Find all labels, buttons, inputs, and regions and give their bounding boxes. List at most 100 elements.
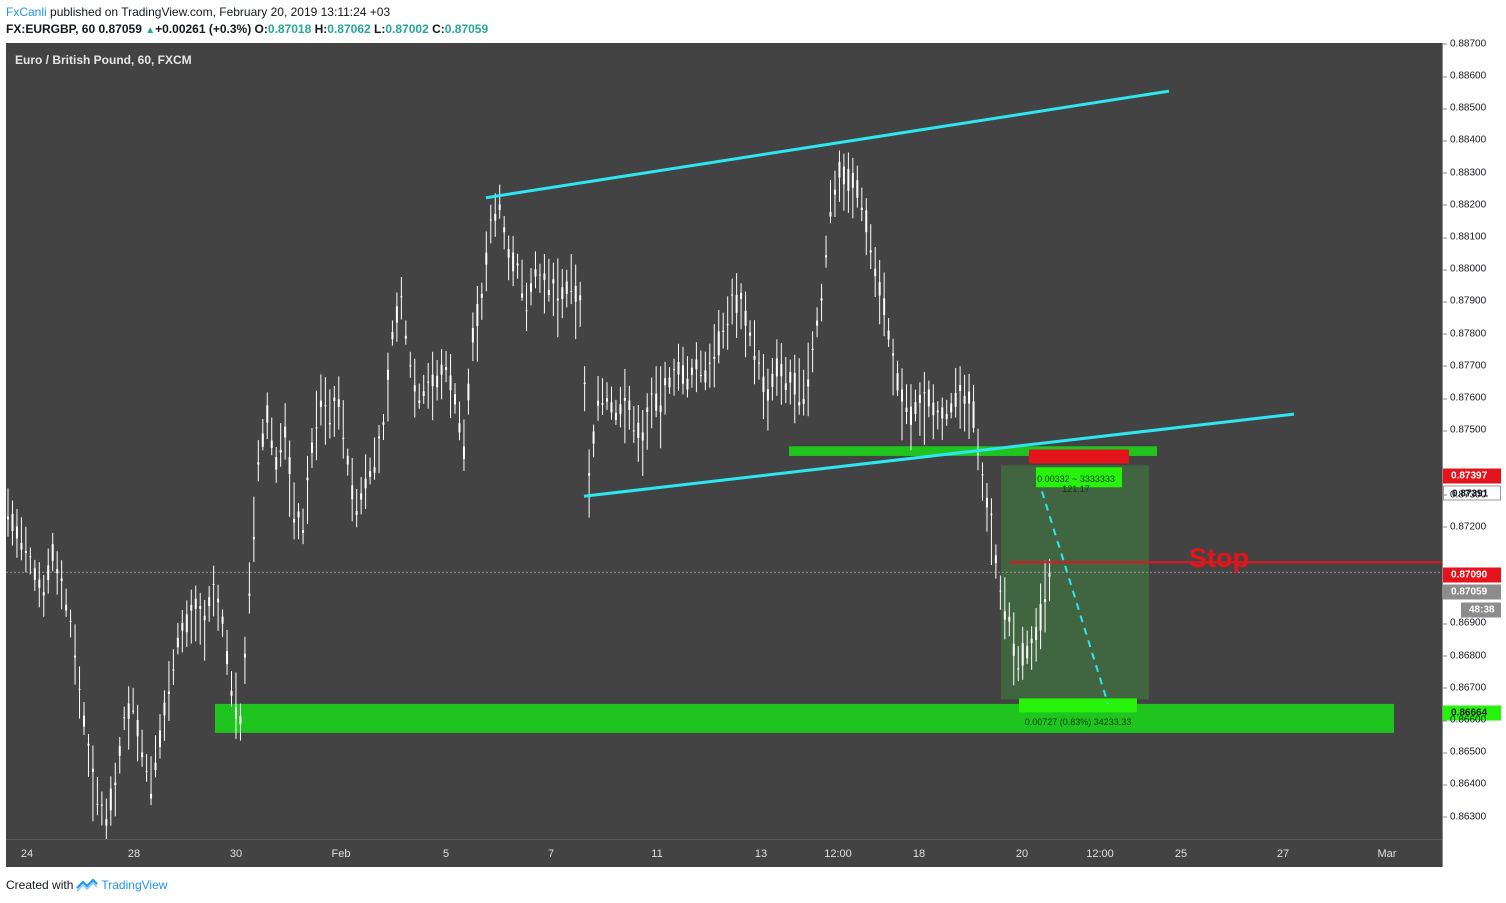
candle-body bbox=[632, 430, 635, 432]
candle-body bbox=[525, 310, 528, 312]
candle-body bbox=[100, 804, 103, 806]
candle-body bbox=[503, 227, 506, 233]
chart-canvas[interactable] bbox=[6, 43, 1442, 839]
candle-body bbox=[395, 306, 398, 323]
candle-body bbox=[82, 715, 85, 727]
candle-body bbox=[310, 442, 313, 454]
candle-body bbox=[248, 593, 251, 596]
candle-body bbox=[436, 375, 439, 388]
time-tick-label: 5 bbox=[442, 848, 450, 860]
candle-body bbox=[234, 707, 237, 719]
candle-body bbox=[588, 473, 591, 476]
candle-body bbox=[878, 282, 881, 296]
chart-plot-area[interactable]: Euro / British Pound, 60, FXCM Stop 0.00… bbox=[6, 43, 1442, 839]
candle-body bbox=[1021, 642, 1024, 666]
candle-body bbox=[579, 295, 582, 301]
price-tick-label: 0.88400 bbox=[1442, 134, 1487, 146]
candle-body bbox=[275, 457, 278, 470]
price-tick-label: 0.87500 bbox=[1442, 424, 1487, 436]
candle-body bbox=[896, 372, 899, 391]
price-axis[interactable]: 0.87397 0.87391 0.87090 0.87059 48:38 0.… bbox=[1442, 38, 1501, 867]
risk-marker-box bbox=[1036, 467, 1122, 488]
candle-body bbox=[713, 356, 716, 359]
candle-body bbox=[328, 422, 331, 425]
price-tick-label: 0.88100 bbox=[1442, 231, 1487, 243]
candle-body bbox=[945, 413, 948, 420]
reward-zone bbox=[1001, 465, 1149, 700]
candle-body bbox=[740, 292, 743, 299]
candle-body bbox=[722, 330, 725, 332]
candle-body bbox=[47, 565, 50, 581]
close-label: C: bbox=[432, 22, 445, 36]
candle-body bbox=[708, 362, 711, 364]
candle-body bbox=[400, 296, 403, 298]
candle-body bbox=[735, 294, 738, 313]
candle-body bbox=[664, 378, 667, 386]
candle-body bbox=[56, 569, 59, 574]
symbol-label: FX:EURGBP, 60 bbox=[6, 22, 96, 36]
candle-body bbox=[306, 477, 309, 481]
candle-body bbox=[20, 542, 23, 550]
candle-body bbox=[252, 536, 255, 540]
stop-price-label: 0.87090 bbox=[1443, 567, 1501, 583]
candle-body bbox=[726, 324, 729, 326]
candle-body bbox=[454, 394, 457, 405]
candle-body bbox=[360, 493, 363, 500]
candle-body bbox=[145, 771, 148, 773]
candle-body bbox=[901, 389, 904, 402]
candle-body bbox=[467, 383, 470, 401]
candle-body bbox=[33, 568, 36, 580]
price-tick-label: 0.88300 bbox=[1442, 167, 1487, 179]
candle-body bbox=[212, 584, 215, 586]
footer-credit: Created with TradingView bbox=[6, 878, 167, 892]
tradingview-logo-icon bbox=[76, 878, 99, 892]
candle-body bbox=[109, 788, 112, 811]
candle-body bbox=[820, 298, 823, 301]
candle-body bbox=[999, 590, 1002, 592]
candle-body bbox=[293, 518, 296, 523]
last-price: 0.87059 bbox=[98, 22, 142, 36]
candle-body bbox=[96, 803, 99, 805]
candle-body bbox=[60, 578, 63, 582]
candle-body bbox=[507, 249, 510, 258]
candle-body bbox=[378, 436, 381, 439]
tradingview-link[interactable]: TradingView bbox=[101, 878, 168, 892]
candle-body bbox=[266, 405, 269, 423]
candle-body bbox=[838, 161, 841, 178]
candle-body bbox=[127, 703, 130, 719]
candle-body bbox=[194, 598, 197, 610]
candle-body bbox=[547, 289, 550, 296]
stop-marker-box bbox=[1029, 449, 1129, 464]
price-tick-label: 0.88700 bbox=[1442, 38, 1487, 50]
candle-body bbox=[959, 385, 962, 391]
stop-annotation[interactable]: Stop bbox=[1189, 543, 1249, 573]
candle-body bbox=[538, 274, 541, 276]
candle-body bbox=[927, 389, 930, 407]
candle-body bbox=[422, 391, 425, 396]
candle-body bbox=[816, 320, 819, 326]
price-tick-label: 0.87200 bbox=[1442, 521, 1487, 533]
candle-body bbox=[11, 513, 14, 532]
candle-body bbox=[409, 365, 412, 367]
candle-body bbox=[874, 268, 877, 277]
candle-body bbox=[775, 358, 778, 377]
price-tick-label: 0.86700 bbox=[1442, 682, 1487, 694]
candle-body bbox=[279, 449, 282, 453]
candle-body bbox=[1012, 643, 1015, 656]
candle-body bbox=[918, 394, 921, 403]
time-axis[interactable]: 24 28 30 Feb 5 7 11 13 12:00 18 20 12:00 25 27 Mar bbox=[6, 839, 1442, 867]
open-label: O: bbox=[254, 22, 268, 36]
candle-body bbox=[489, 219, 492, 221]
candle-body bbox=[677, 361, 680, 375]
candle-body bbox=[154, 762, 157, 770]
time-tick-label: Feb bbox=[331, 848, 351, 860]
price-tick-label: 0.88200 bbox=[1442, 199, 1487, 211]
created-with-text: Created with bbox=[6, 878, 74, 892]
candle-body bbox=[118, 746, 121, 756]
candle-body bbox=[1003, 611, 1006, 620]
candle-body bbox=[136, 720, 139, 737]
projection-arrow bbox=[1041, 491, 1109, 705]
candle-body bbox=[811, 348, 814, 350]
candle-body bbox=[856, 180, 859, 198]
author-link[interactable]: FxCanli bbox=[6, 5, 47, 19]
